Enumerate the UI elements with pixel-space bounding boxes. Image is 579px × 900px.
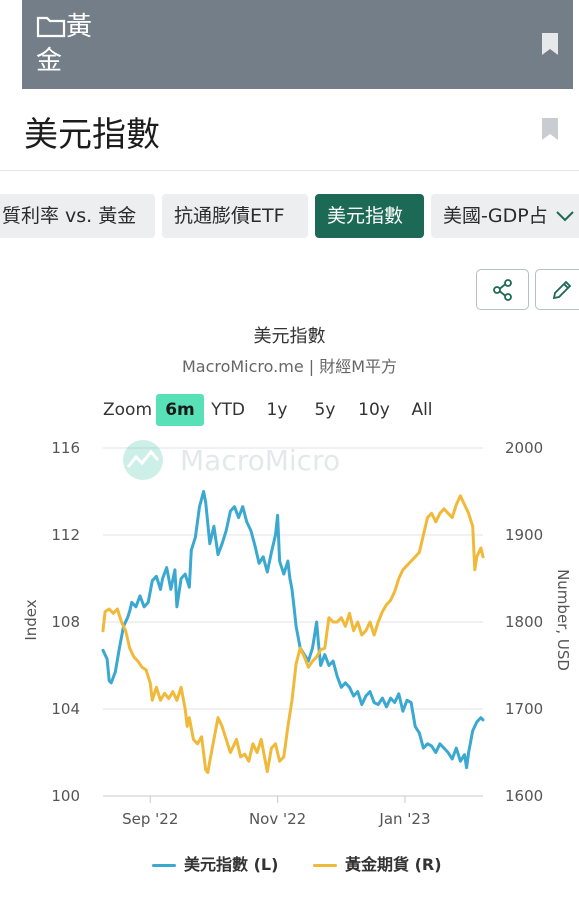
- chart-subtitle: MacroMicro.me | 財經M平方: [181, 357, 398, 376]
- tab-label: 抗通膨債ETF: [174, 205, 285, 227]
- zoom-ytd-button[interactable]: YTD: [211, 400, 245, 420]
- share-button[interactable]: [476, 269, 529, 310]
- zoom-all-button[interactable]: All: [411, 400, 433, 420]
- x-tick-label: Jan '23: [378, 810, 430, 828]
- tab-tips-etf[interactable]: 抗通膨債ETF: [162, 194, 308, 238]
- right-tick-label: 1700: [505, 700, 543, 718]
- legend-label: 美元指數 (L): [184, 855, 279, 874]
- bookmark-icon[interactable]: [541, 117, 559, 141]
- gold-futures-line: [101, 494, 485, 774]
- dollar-index-line: [101, 490, 485, 770]
- folder-link[interactable]: 黃金: [36, 10, 96, 78]
- x-tick-label: Sep '22: [122, 810, 178, 828]
- title-row: 美元指數: [0, 89, 579, 171]
- left-tick-label: 116: [51, 439, 80, 457]
- watermark-text: MacroMicro: [180, 444, 340, 477]
- chevron-down-icon[interactable]: [554, 208, 576, 224]
- tab-us-gdp[interactable]: 美國-GDP占: [431, 194, 579, 238]
- grid-lines: [103, 447, 483, 797]
- series-lines: [101, 490, 485, 774]
- tab-label: 美元指數: [327, 205, 404, 227]
- zoom-5y-button[interactable]: 5y: [314, 400, 336, 420]
- folder-label: 黃金: [36, 12, 93, 76]
- watermark: MacroMicro: [123, 440, 340, 480]
- right-tick-label: 1600: [505, 787, 543, 805]
- right-tick-label: 1900: [505, 526, 543, 544]
- tab-dollar-index[interactable]: 美元指數: [315, 194, 424, 238]
- right-tick-label: 1800: [505, 613, 543, 631]
- left-axis: 100 104 108 112 116: [51, 439, 80, 805]
- zoom-6m-button[interactable]: 6m: [156, 394, 204, 426]
- tab-label: 質利率 vs. 黃金: [2, 205, 137, 227]
- chart-tabs: 質利率 vs. 黃金 抗通膨債ETF 美元指數 美國-GDP占: [0, 194, 579, 238]
- right-tick-label: 2000: [505, 439, 543, 457]
- right-axis: 1600 1700 1800 1900 2000: [505, 439, 543, 805]
- folder-icon: [36, 16, 66, 38]
- tab-label: 美國-GDP占: [443, 205, 548, 227]
- chart-title: 美元指數: [253, 326, 326, 347]
- zoom-10y-button[interactable]: 10y: [358, 400, 390, 420]
- legend-item-gold-futures[interactable]: 黃金期貨 (R): [313, 852, 442, 878]
- legend-label: 黃金期貨 (R): [345, 855, 442, 874]
- left-tick-label: 112: [51, 526, 80, 544]
- legend-swatch: [152, 864, 176, 867]
- right-axis-title: Number, USD: [554, 569, 572, 671]
- left-tick-label: 100: [51, 787, 80, 805]
- folder-header: 黃金: [22, 0, 573, 89]
- zoom-label: Zoom: [103, 400, 153, 420]
- tab-real-rate-gold[interactable]: 質利率 vs. 黃金: [0, 194, 155, 238]
- share-icon: [493, 279, 512, 301]
- left-tick-label: 104: [51, 700, 80, 718]
- x-tick-label: Nov '22: [249, 810, 306, 828]
- legend-swatch: [313, 864, 337, 867]
- pencil-icon: [552, 280, 572, 300]
- x-axis: Sep '22 Nov '22 Jan '23: [122, 796, 431, 828]
- legend-item-dollar-index[interactable]: 美元指數 (L): [152, 852, 278, 878]
- left-tick-label: 108: [51, 613, 80, 631]
- left-axis-title: Index: [22, 599, 40, 640]
- edit-button[interactable]: [535, 269, 579, 310]
- page-title: 美元指數: [24, 115, 160, 155]
- bookmark-icon[interactable]: [541, 32, 559, 56]
- zoom-1y-button[interactable]: 1y: [266, 400, 288, 420]
